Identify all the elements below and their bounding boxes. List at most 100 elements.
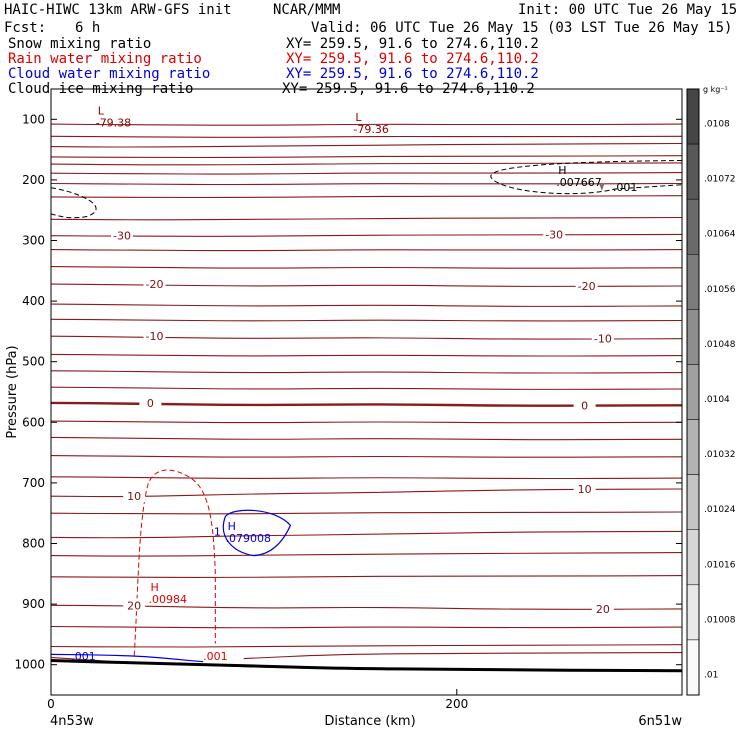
y-tick-label: 400 bbox=[22, 294, 45, 308]
forecast-label: Fcst: bbox=[4, 20, 47, 36]
temperature-label-bg bbox=[573, 398, 596, 412]
contour-label: .001 bbox=[71, 650, 96, 663]
isotherm-line bbox=[50, 249, 683, 252]
legend-name-snow: Snow mixing ratio bbox=[8, 36, 152, 52]
colorbar-swatch bbox=[686, 584, 700, 641]
extremum-kind: H bbox=[558, 164, 566, 177]
isotherm-line bbox=[50, 604, 683, 610]
isotherm-line bbox=[50, 386, 683, 390]
temperature-label-bg bbox=[143, 329, 166, 343]
temperature-label: 10 bbox=[578, 483, 592, 496]
colorbar-label: .01008 bbox=[704, 615, 736, 625]
y-tick-label: 800 bbox=[22, 537, 45, 551]
legend-name-cloud-water: Cloud water mixing ratio bbox=[8, 66, 211, 82]
temperature-label-bg bbox=[591, 331, 614, 345]
extremum-value: -79.36 bbox=[353, 123, 388, 136]
colorbar-label: .01 bbox=[704, 670, 718, 680]
contour-label: .001 bbox=[613, 181, 638, 194]
colorbar-label: .0104 bbox=[704, 395, 730, 405]
temperature-label: -20 bbox=[145, 278, 163, 291]
snow-contour bbox=[490, 160, 683, 195]
temperature-label: -30 bbox=[113, 230, 131, 243]
extremum-value: -79.38 bbox=[96, 116, 131, 129]
isotherm-line bbox=[50, 172, 683, 175]
isotherm-line bbox=[243, 652, 683, 660]
valid-time: Valid: 06 UTC Tue 26 May 15 (03 LST Tue … bbox=[311, 20, 733, 36]
temperature-label: -30 bbox=[545, 228, 563, 241]
x-endpoint-left: 4n53w bbox=[50, 714, 94, 729]
legend-xy-cloud-ice: XY= 259.5, 91.6 to 274.6,110.2 bbox=[282, 81, 535, 97]
temperature-label-bg bbox=[573, 481, 596, 495]
colorbar-label: .01048 bbox=[704, 340, 736, 350]
rain-contour bbox=[133, 469, 216, 656]
colorbar-swatch bbox=[686, 529, 700, 586]
temperature-label-bg bbox=[543, 227, 566, 241]
colorbar-label: .01056 bbox=[704, 285, 736, 295]
legend-xy-rain: XY= 259.5, 91.6 to 274.6,110.2 bbox=[286, 51, 539, 67]
y-tick-label: 700 bbox=[22, 476, 45, 490]
isotherm-line bbox=[50, 142, 683, 148]
isotherm-line bbox=[50, 195, 683, 199]
isotherm-line bbox=[50, 353, 683, 357]
y-tick-label: 100 bbox=[22, 112, 45, 126]
extremum-kind: L bbox=[355, 111, 362, 124]
isotherm-line bbox=[50, 644, 683, 648]
colorbar-swatch bbox=[686, 639, 700, 696]
isotherm-line bbox=[50, 420, 683, 424]
snow-max-marker bbox=[598, 182, 605, 191]
isotherm-line bbox=[50, 625, 683, 629]
temperature-label-bg bbox=[139, 395, 162, 409]
extremum-value: .007667 bbox=[556, 176, 602, 189]
x-tick-label: 0 bbox=[47, 697, 55, 711]
isotherm-line bbox=[50, 123, 683, 126]
colorbar-label: .01072 bbox=[704, 175, 736, 185]
cloud-water-contour bbox=[222, 509, 292, 557]
colorbar: .0108 .01072 .01064 .01056 .01048 .0104 .01032… bbox=[686, 85, 736, 696]
isotherm-line bbox=[50, 455, 683, 458]
isotherm-line bbox=[50, 303, 683, 307]
y-tick-label: 600 bbox=[22, 415, 45, 429]
colorbar-label: .01032 bbox=[704, 450, 736, 460]
y-tick-label: 900 bbox=[22, 597, 45, 611]
temperature-label-bg bbox=[575, 278, 598, 292]
x-tick-label: 200 bbox=[445, 697, 468, 711]
isotherm-line bbox=[50, 135, 683, 138]
y-axis-label: Pressure (hPa) bbox=[5, 345, 20, 438]
y-tick-label: 1000 bbox=[14, 658, 45, 672]
snow-contour-left bbox=[50, 187, 97, 219]
model-title: HAIC-HIWC 13km ARW-GFS init bbox=[4, 2, 232, 18]
colorbar-swatch bbox=[686, 364, 700, 420]
y-tick-label: 500 bbox=[22, 355, 45, 369]
x-axis-label: Distance (km) bbox=[324, 714, 415, 729]
isotherm-line bbox=[50, 216, 683, 221]
y-tick-label: 300 bbox=[22, 234, 45, 248]
colorbar-label: .01024 bbox=[704, 505, 736, 515]
terrain-line bbox=[50, 659, 683, 673]
colorbar-unit: g kg⁻¹ bbox=[703, 85, 728, 94]
temperature-label-bg bbox=[123, 598, 146, 612]
cloud-water-contour-surface bbox=[50, 653, 204, 663]
x-endpoint-right: 6n51w bbox=[638, 714, 682, 729]
temperature-label: 0 bbox=[147, 397, 154, 410]
isotherm-line bbox=[50, 401, 683, 407]
legend-xy-cloud-water: XY= 259.5, 91.6 to 274.6,110.2 bbox=[286, 66, 539, 82]
isotherm-line bbox=[50, 233, 683, 237]
temperature-label: 20 bbox=[127, 599, 141, 612]
colorbar-swatch bbox=[686, 143, 700, 200]
isotherm-line bbox=[50, 530, 683, 539]
temperature-label: -20 bbox=[578, 280, 596, 293]
isotherm-line bbox=[50, 488, 683, 498]
init-time: Init: 00 UTC Tue 26 May 15 bbox=[518, 2, 738, 18]
contour-label: .001 bbox=[203, 650, 228, 663]
y-tick-label: 200 bbox=[22, 173, 45, 187]
plot-frame bbox=[50, 88, 683, 696]
temperature-label: 10 bbox=[127, 490, 141, 503]
isotherm-line bbox=[50, 182, 683, 186]
extremum-value: .079008 bbox=[226, 532, 272, 545]
isotherm-line bbox=[50, 552, 683, 557]
isotherm-line bbox=[50, 155, 683, 159]
temperature-label: 0 bbox=[581, 399, 588, 412]
